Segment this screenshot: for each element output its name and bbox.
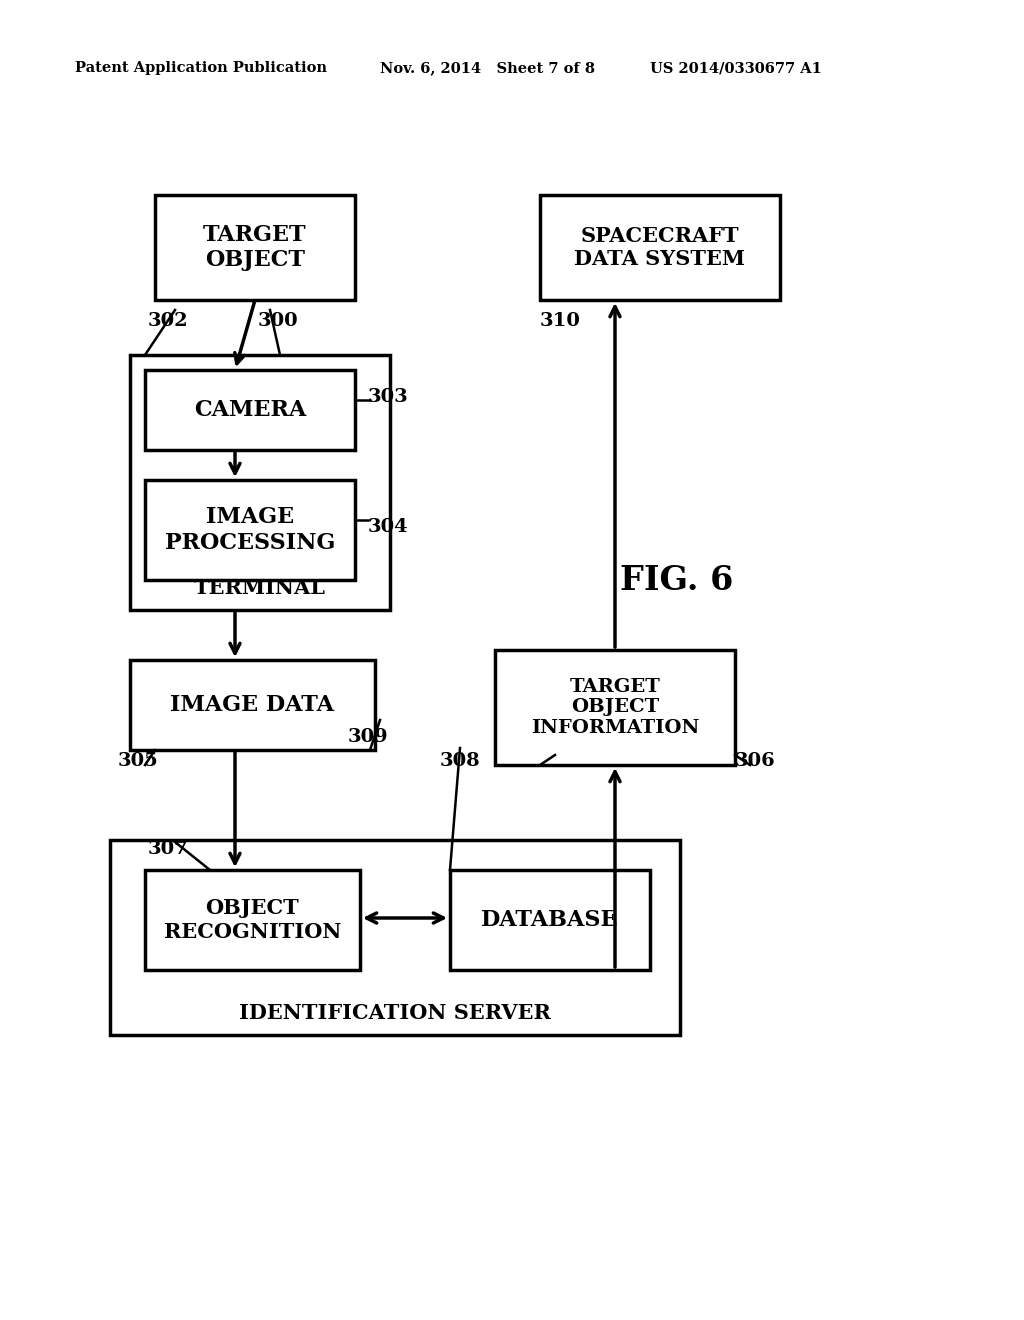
- Text: US 2014/0330677 A1: US 2014/0330677 A1: [650, 61, 822, 75]
- Text: CAMERA: CAMERA: [194, 399, 306, 421]
- Bar: [145, 370, 355, 450]
- Text: FIG. 6: FIG. 6: [620, 564, 733, 597]
- Text: 303: 303: [368, 388, 409, 407]
- Text: 302: 302: [148, 312, 188, 330]
- Bar: [130, 355, 390, 610]
- Bar: [145, 480, 355, 579]
- Text: DATABASE: DATABASE: [481, 909, 618, 931]
- Text: 304: 304: [368, 517, 409, 536]
- Text: Patent Application Publication: Patent Application Publication: [75, 61, 327, 75]
- Text: 305: 305: [118, 752, 159, 770]
- Text: TERMINAL: TERMINAL: [194, 578, 326, 598]
- Bar: [110, 840, 680, 1035]
- Text: IDENTIFICATION SERVER: IDENTIFICATION SERVER: [239, 1003, 551, 1023]
- Text: IMAGE
PROCESSING: IMAGE PROCESSING: [165, 507, 335, 553]
- Text: 309: 309: [348, 729, 389, 746]
- Bar: [540, 195, 780, 300]
- Bar: [155, 195, 355, 300]
- Bar: [145, 870, 360, 970]
- Bar: [450, 870, 650, 970]
- Text: 300: 300: [258, 312, 299, 330]
- Bar: [130, 660, 375, 750]
- Text: IMAGE DATA: IMAGE DATA: [171, 694, 335, 715]
- Text: 310: 310: [540, 312, 581, 330]
- Text: SPACECRAFT
DATA SYSTEM: SPACECRAFT DATA SYSTEM: [574, 226, 745, 269]
- Text: Nov. 6, 2014   Sheet 7 of 8: Nov. 6, 2014 Sheet 7 of 8: [380, 61, 595, 75]
- Text: TARGET
OBJECT
INFORMATION: TARGET OBJECT INFORMATION: [530, 677, 699, 738]
- Text: 307: 307: [148, 840, 188, 858]
- Text: 308: 308: [440, 752, 480, 770]
- Text: TARGET
OBJECT: TARGET OBJECT: [203, 224, 307, 271]
- Bar: [495, 649, 735, 766]
- Text: OBJECT
RECOGNITION: OBJECT RECOGNITION: [164, 899, 341, 941]
- Text: 306: 306: [735, 752, 776, 770]
